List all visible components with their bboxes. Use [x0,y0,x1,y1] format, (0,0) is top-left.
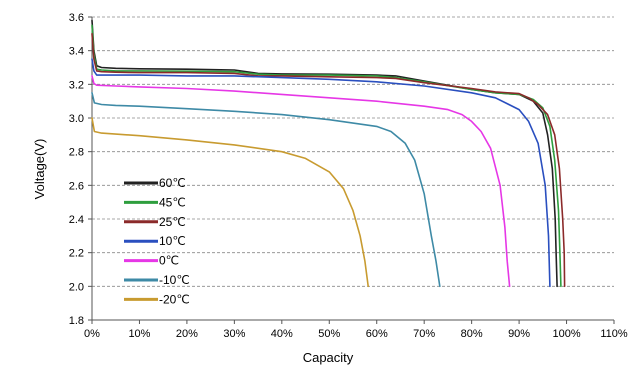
x-tick-label: 100% [552,328,580,340]
y-tick-label: 2.4 [69,214,84,226]
y-tick-label: 2.0 [69,281,84,293]
y-tick-label: 2.2 [69,248,84,260]
x-tick-label: 50% [318,328,340,340]
x-tick-label: 30% [223,328,245,340]
y-tick-label: 3.4 [69,46,84,58]
x-tick-label: 0% [84,328,100,340]
x-tick-label: 80% [461,328,483,340]
y-axis-title: Voltage(V) [32,139,47,200]
series-line [91,24,562,288]
series-line [91,19,558,288]
x-tick-label: 20% [176,328,198,340]
grid-lines [92,16,614,287]
series-line [91,117,369,288]
legend-label: 45℃ [159,195,186,209]
x-tick-label: 10% [128,328,150,340]
legend-label: -20℃ [159,292,190,306]
legend-label: 60℃ [159,176,186,190]
y-tick-label: 1.8 [69,315,84,327]
y-tick-label: 3.0 [69,113,84,125]
series-line [91,75,511,288]
y-tick-label: 2.8 [69,147,84,159]
x-tick-label: 90% [508,328,530,340]
x-tick-label: 40% [271,328,293,340]
series-line [91,92,441,288]
legend-label: -10℃ [159,273,190,287]
y-tick-label: 3.2 [69,79,84,91]
x-tick-label: 110% [600,328,628,340]
axes: 1.8 2.0 2.2 2.4 2.6 2.8 3.0 3.2 3.4 3.6 0% 10% 20% 30… [69,12,628,340]
legend: 60℃ 45℃ 25℃ 10℃ 0℃ -10℃ -20℃ [124,176,190,306]
legend-label: 25℃ [159,215,186,229]
x-tick-label: 70% [413,328,435,340]
series-line [91,33,566,288]
y-tick-label: 2.6 [69,180,84,192]
x-tick-label: 60% [366,328,388,340]
x-axis-title: Capacity [303,350,354,365]
legend-label: 10℃ [159,234,186,248]
series-lines [91,19,566,288]
series-line [91,58,551,288]
y-tick-label: 3.6 [69,12,84,24]
legend-label: 0℃ [159,254,179,268]
